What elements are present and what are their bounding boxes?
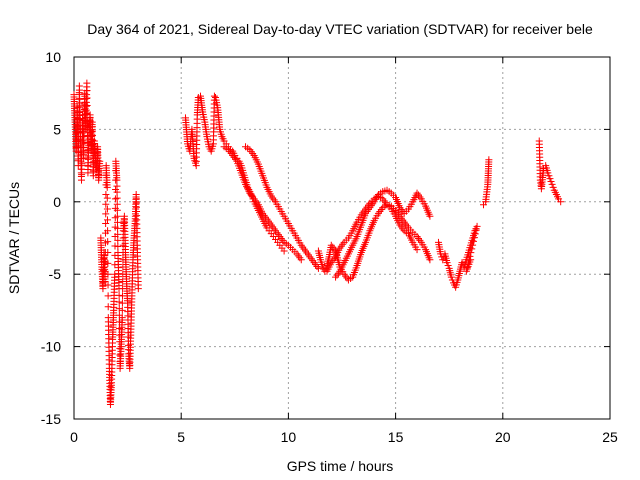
data-point bbox=[113, 194, 121, 202]
y-tick-label: -5 bbox=[49, 266, 62, 282]
data-point bbox=[546, 175, 554, 183]
y-axis-label: SDTVAR / TECUs bbox=[6, 182, 22, 294]
data-point bbox=[548, 180, 556, 188]
data-point bbox=[426, 212, 434, 220]
data-point bbox=[468, 245, 476, 253]
data-point bbox=[467, 249, 475, 257]
data-point bbox=[297, 256, 305, 264]
data-point bbox=[545, 172, 553, 180]
data-point bbox=[557, 198, 565, 206]
data-point bbox=[83, 79, 91, 87]
data-point bbox=[96, 157, 104, 165]
data-point bbox=[113, 188, 121, 196]
data-point bbox=[75, 115, 83, 123]
data-point bbox=[467, 256, 475, 264]
data-point bbox=[485, 156, 493, 164]
data-point bbox=[113, 182, 121, 190]
data-point bbox=[114, 242, 122, 250]
data-point bbox=[104, 238, 112, 246]
data-point bbox=[113, 206, 121, 214]
data-point bbox=[113, 176, 121, 184]
data-point bbox=[104, 216, 111, 224]
data-point bbox=[447, 273, 455, 281]
plot-frame bbox=[73, 56, 611, 420]
data-point bbox=[103, 205, 111, 213]
x-axis-label: GPS time / hours bbox=[287, 458, 394, 474]
data-point bbox=[101, 277, 109, 285]
data-points bbox=[70, 79, 565, 409]
data-point bbox=[103, 194, 111, 202]
data-point bbox=[102, 200, 110, 208]
data-point bbox=[114, 236, 122, 244]
data-point bbox=[104, 259, 112, 267]
data-point bbox=[547, 178, 555, 186]
data-point bbox=[443, 259, 451, 267]
data-point bbox=[104, 303, 112, 311]
chart-title: Day 364 of 2021, Sidereal Day-to-day VTE… bbox=[87, 21, 593, 37]
data-point bbox=[280, 247, 288, 255]
data-point bbox=[111, 270, 119, 278]
data-point bbox=[469, 241, 477, 249]
y-tick-label: 10 bbox=[45, 49, 61, 65]
data-point bbox=[439, 256, 447, 264]
data-point bbox=[104, 248, 112, 256]
data-point bbox=[115, 291, 123, 299]
data-point bbox=[413, 246, 421, 254]
data-point bbox=[472, 226, 480, 234]
data-point bbox=[75, 102, 83, 110]
data-point bbox=[83, 102, 91, 110]
data-point bbox=[83, 94, 91, 102]
data-point bbox=[549, 183, 557, 191]
data-point bbox=[118, 314, 126, 322]
data-point bbox=[116, 351, 124, 359]
data-point bbox=[114, 224, 122, 232]
x-tick-label: 15 bbox=[388, 429, 404, 445]
data-point bbox=[134, 285, 142, 293]
data-point bbox=[104, 270, 112, 278]
x-tick-label: 25 bbox=[602, 429, 618, 445]
data-point bbox=[469, 237, 477, 245]
y-tick-label: 5 bbox=[53, 121, 61, 137]
data-point bbox=[83, 87, 91, 95]
x-tick-label: 0 bbox=[70, 429, 78, 445]
data-point bbox=[113, 200, 121, 208]
y-tick-label: -15 bbox=[41, 411, 61, 427]
x-tick-label: 10 bbox=[281, 429, 297, 445]
data-point bbox=[314, 264, 322, 272]
data-point bbox=[116, 344, 124, 352]
data-point bbox=[113, 212, 121, 220]
data-point bbox=[75, 109, 83, 117]
data-point bbox=[470, 234, 478, 242]
data-point bbox=[544, 169, 552, 177]
data-point bbox=[471, 230, 479, 238]
data-point bbox=[210, 92, 218, 100]
gridlines bbox=[74, 57, 610, 419]
data-point bbox=[473, 222, 481, 230]
data-point bbox=[115, 305, 123, 313]
data-point bbox=[104, 292, 112, 300]
data-point bbox=[426, 256, 434, 264]
data-point bbox=[102, 220, 110, 228]
x-tick-label: 20 bbox=[495, 429, 511, 445]
data-point bbox=[114, 230, 122, 238]
data-point bbox=[114, 218, 122, 226]
data-point bbox=[102, 210, 110, 218]
data-point bbox=[104, 281, 112, 289]
data-point bbox=[444, 262, 452, 270]
data-point bbox=[104, 227, 112, 235]
y-tick-label: 0 bbox=[53, 194, 61, 210]
data-point bbox=[102, 191, 110, 199]
data-point bbox=[115, 298, 123, 306]
data-point bbox=[118, 306, 126, 314]
x-tick-label: 5 bbox=[177, 429, 185, 445]
data-point bbox=[111, 195, 119, 203]
axis-ticks: 0 5 10 15 20 25 -15 -10 -5 0 5 10 bbox=[41, 49, 618, 445]
y-tick-label: -10 bbox=[41, 339, 61, 355]
data-point bbox=[103, 183, 111, 191]
